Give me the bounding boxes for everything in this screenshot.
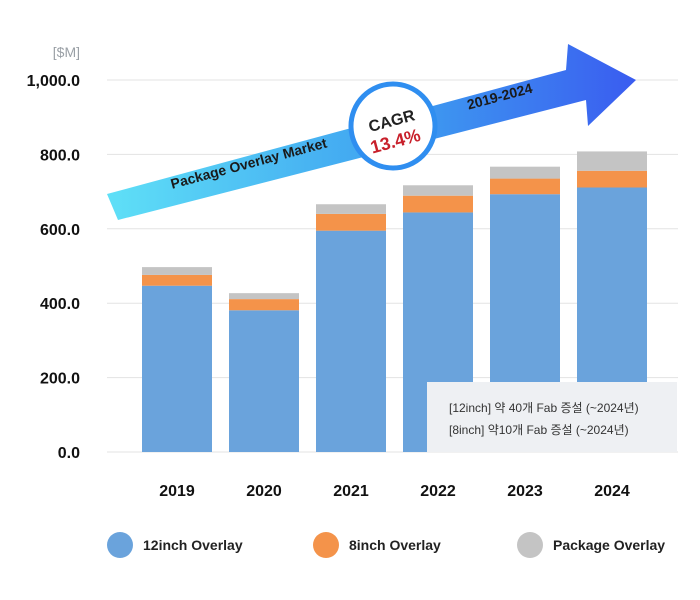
bar-segment-8inch-2024 (577, 170, 647, 188)
x-tick-label: 2023 (507, 483, 543, 500)
y-tick-label: 1,000.0 (27, 73, 80, 90)
bar-segment-package-2024 (577, 151, 647, 171)
y-tick-label: 400.0 (40, 296, 80, 313)
bar-segment-package-2021 (316, 204, 386, 214)
bar-segment-12inch-2019 (142, 285, 212, 452)
note-line-12inch: [12inch] 약 40개 Fab 증설 (~2024년) (449, 401, 639, 415)
legend-swatch-package (517, 532, 543, 558)
y-tick-label: 600.0 (40, 222, 80, 239)
x-tick-label: 2022 (420, 483, 456, 500)
note-line-8inch: [8inch] 약10개 Fab 증설 (~2024년) (449, 423, 629, 437)
bar-segment-package-2023 (490, 166, 560, 179)
legend-label-8inch: 8inch Overlay (349, 537, 441, 553)
x-tick-label: 2019 (159, 483, 195, 500)
unit-label: [$M] (53, 44, 80, 60)
x-axis-ticks: 2019 2020 2021 2022 2023 2024 (159, 483, 630, 500)
legend-item-8inch: 8inch Overlay (313, 530, 441, 560)
cagr-badge: CAGR 13.4% (348, 81, 438, 171)
bar-segment-package-2022 (403, 185, 473, 196)
legend-label-12inch: 12inch Overlay (143, 537, 243, 553)
x-tick-label: 2024 (594, 483, 630, 500)
y-tick-label: 200.0 (40, 371, 80, 388)
bar-segment-8inch-2021 (316, 213, 386, 231)
legend-swatch-12inch (107, 532, 133, 558)
legend-item-package: Package Overlay (517, 530, 665, 560)
bar-segment-12inch-2021 (316, 230, 386, 452)
y-tick-label: 0.0 (58, 445, 80, 462)
x-tick-label: 2021 (333, 483, 369, 500)
x-tick-label: 2020 (246, 483, 282, 500)
legend-label-package: Package Overlay (553, 537, 666, 553)
fab-expansion-note: [12inch] 약 40개 Fab 증설 (~2024년) [8inch] 약… (427, 382, 677, 452)
bar-segment-package-2020 (229, 293, 299, 300)
bar-segment-8inch-2022 (403, 195, 473, 213)
legend-item-12inch: 12inch Overlay (107, 530, 243, 560)
bar-segment-8inch-2020 (229, 299, 299, 311)
y-tick-label: 800.0 (40, 147, 80, 164)
y-axis-ticks: 0.0 200.0 400.0 600.0 800.0 1,000.0 (27, 73, 80, 462)
bar-segment-8inch-2019 (142, 274, 212, 286)
bar-segment-8inch-2023 (490, 178, 560, 195)
legend-swatch-8inch (313, 532, 339, 558)
bar-segment-package-2019 (142, 267, 212, 275)
bar-segment-12inch-2020 (229, 310, 299, 452)
